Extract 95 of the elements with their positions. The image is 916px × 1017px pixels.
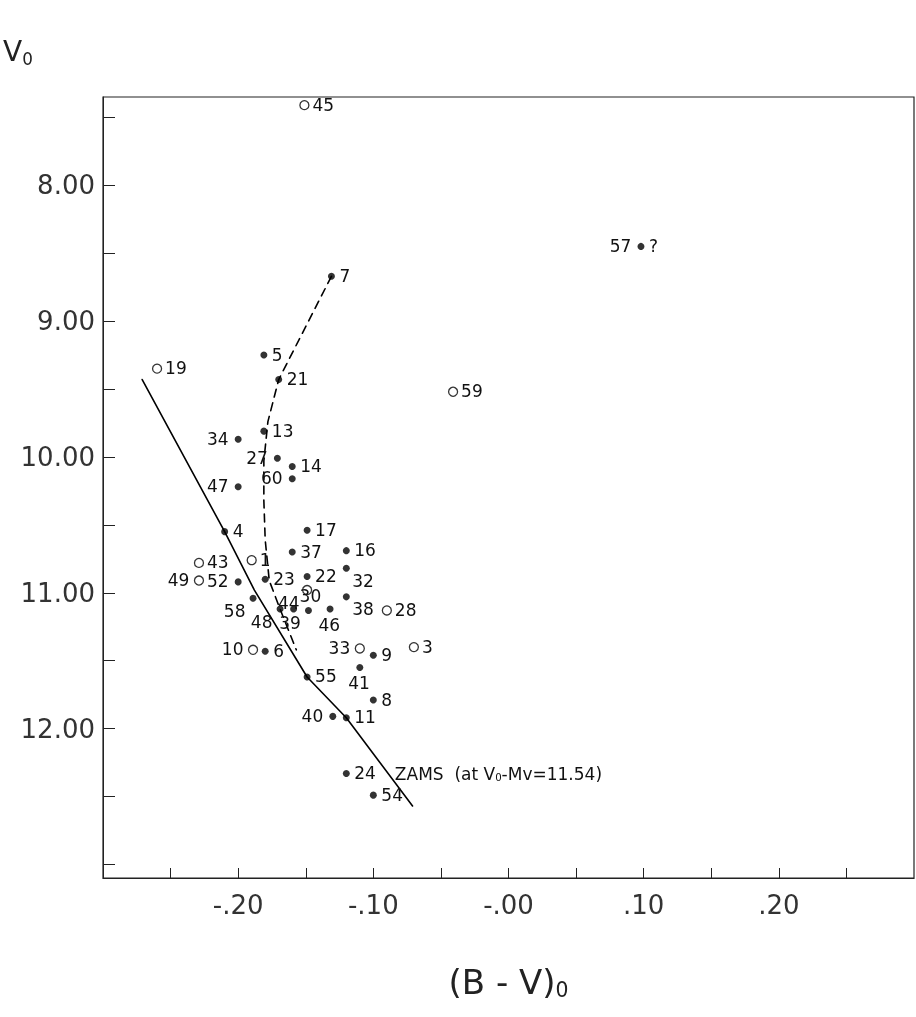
point [447, 386, 459, 397]
point [354, 643, 365, 654]
annotation: 33 [328, 637, 351, 658]
annotation: 52 [206, 571, 229, 592]
annotation: 55 [315, 666, 337, 687]
point [288, 475, 296, 483]
annotation: 3 [421, 636, 433, 657]
point [637, 242, 645, 250]
annotation: 21 [286, 369, 309, 390]
y-tick-label: 10.00 [20, 441, 95, 472]
point [288, 548, 296, 556]
point [261, 575, 269, 583]
point [356, 663, 364, 671]
y-tick-label: 8.00 [37, 170, 95, 201]
y-tick-label: 9.00 [37, 306, 95, 337]
point [261, 647, 269, 655]
point [369, 696, 377, 704]
point [234, 483, 242, 491]
point [247, 644, 259, 655]
annotation: 46 [318, 614, 341, 635]
point [342, 564, 350, 572]
point [342, 593, 350, 601]
annotation: 28 [394, 599, 417, 620]
point [260, 351, 268, 359]
y-tick-label: 12.00 [20, 713, 95, 744]
point [193, 575, 205, 586]
point [342, 547, 350, 555]
annotation: 47 [206, 476, 229, 497]
annotation: 40 [301, 705, 324, 726]
annotation: 37 [300, 541, 322, 562]
annotation: 8 [381, 689, 393, 710]
annotation: 23 [273, 568, 295, 589]
point [288, 462, 296, 470]
annotation: 5 [271, 344, 283, 365]
annotation: 6 [273, 640, 285, 661]
point [303, 572, 311, 580]
annotation: 54 [381, 784, 403, 805]
point [275, 376, 283, 384]
point [329, 712, 337, 720]
annotation: 48 [250, 611, 273, 632]
annotation: 34 [206, 428, 229, 449]
x-tick-label: .10 [622, 890, 665, 920]
annotation: 58 [223, 600, 246, 621]
annotation: 59 [461, 381, 483, 402]
annotation: 44 [277, 592, 300, 613]
annotation: 41 [348, 672, 370, 693]
point [193, 557, 205, 569]
point [249, 594, 257, 602]
point [246, 555, 257, 566]
point [303, 526, 311, 534]
annotation: 17 [315, 519, 337, 540]
annotation: 39 [279, 612, 301, 633]
annotation: 19 [165, 358, 187, 379]
point [304, 606, 312, 614]
point [221, 528, 229, 536]
point [151, 363, 163, 374]
annotation: 27 [246, 447, 268, 468]
annotation: 38 [352, 599, 374, 620]
annotation: ? [648, 235, 658, 256]
annotation: 57 [609, 235, 632, 256]
point [299, 100, 310, 111]
x-tick-label: -.20 [212, 890, 264, 920]
annotation: 4 [232, 521, 244, 542]
x-tick-label: -.10 [347, 890, 399, 920]
annotation: 22 [315, 565, 337, 586]
x-tick-label: .20 [758, 890, 800, 920]
point [369, 651, 377, 659]
annotation: ZAMS (at V0-Mv=11.54) [394, 763, 603, 784]
annotation: 43 [206, 552, 229, 573]
annotation: 9 [381, 644, 393, 665]
point [234, 578, 242, 586]
annotation: 10 [221, 639, 244, 660]
point [327, 272, 335, 280]
point [260, 427, 268, 435]
annotation: 32 [352, 570, 374, 591]
annotation: 45 [312, 94, 335, 115]
x-axis-title: (B - V)0 [448, 961, 569, 1002]
y-tick-label: 11.00 [20, 577, 95, 608]
annotation: 30 [299, 585, 322, 606]
annotation: 11 [354, 707, 376, 728]
point [369, 791, 377, 799]
point [408, 641, 420, 653]
annotation: 13 [271, 420, 294, 441]
annotation: 24 [354, 762, 376, 783]
annotation: 60 [261, 468, 283, 489]
annotation: 16 [354, 540, 376, 561]
point [273, 454, 281, 462]
annotation: 7 [339, 265, 351, 286]
point [342, 769, 350, 777]
annotation: 49 [167, 570, 190, 591]
annotation: 14 [300, 455, 322, 476]
x-tick-label: -.00 [483, 890, 534, 920]
point [342, 714, 350, 722]
point [381, 605, 392, 616]
point [234, 435, 242, 443]
